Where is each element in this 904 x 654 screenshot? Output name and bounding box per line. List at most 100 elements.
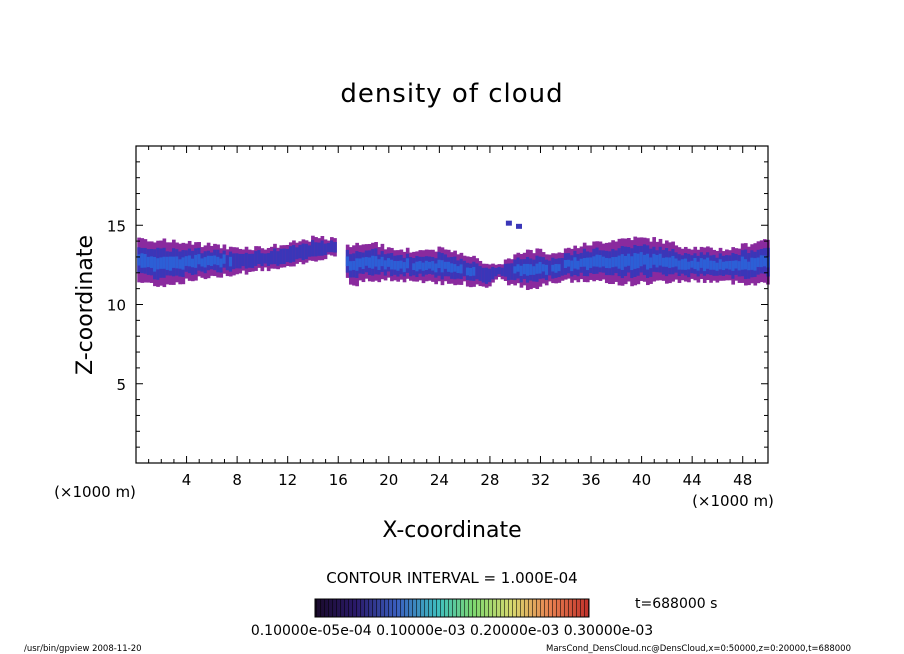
- cloud-cell-middle: [295, 247, 299, 260]
- cloud-cell-core: [762, 255, 767, 267]
- cloud-cell-core: [721, 261, 726, 271]
- cloud-cell-core: [434, 263, 438, 273]
- cloud-cell-core: [383, 260, 388, 270]
- cloud-cell-core: [633, 253, 638, 269]
- y-axis-ticks: [136, 161, 768, 448]
- cloud-cell-core: [693, 258, 698, 270]
- cloud-cell-core: [570, 260, 574, 272]
- cloud-cell-core: [642, 254, 647, 265]
- cloud-cell-core: [390, 259, 394, 270]
- cloud-cell-core: [402, 262, 407, 273]
- cloud-cell-core: [194, 254, 198, 268]
- cloud-cell-core: [563, 260, 568, 268]
- cloud-cell-core: [589, 257, 593, 268]
- cloud-cell-core: [469, 267, 473, 277]
- cloud-cell-core: [184, 256, 189, 266]
- cloud-cell-core: [611, 257, 615, 268]
- x-tick-label: 16: [329, 471, 348, 489]
- cloud-cell-core: [519, 265, 524, 276]
- chart-title: density of cloud: [340, 79, 563, 109]
- x-tick-label: 12: [278, 471, 297, 489]
- cloud-cell-core: [175, 256, 179, 269]
- cloud-cell-middle: [244, 252, 249, 269]
- cloud-cell-core: [677, 260, 682, 270]
- cloud-cell-core: [140, 253, 145, 268]
- cloud-cell-core: [200, 258, 205, 267]
- cloud-cell-middle: [269, 251, 274, 265]
- cloud-cell-core: [709, 260, 713, 270]
- cloud-cell-core: [595, 254, 600, 267]
- x-axis-label: X-coordinate: [382, 518, 521, 543]
- cloud-cell-middle: [257, 250, 262, 265]
- cloud-cell-core: [750, 257, 754, 270]
- cloud-cell-core: [718, 259, 723, 270]
- cloud-cell-core: [646, 253, 650, 270]
- cloud-cell-core: [361, 257, 366, 270]
- cloud-cell-core: [371, 255, 375, 269]
- colorbar-frame: [314, 598, 590, 618]
- cloud-cell-middle: [282, 248, 287, 264]
- cloud-cell-middle: [475, 263, 480, 280]
- cloud-isolated-cell: [515, 223, 522, 229]
- cloud-cell-middle: [497, 266, 502, 275]
- cloud-cell-core: [664, 257, 669, 267]
- cloud-cell-core: [747, 261, 751, 271]
- cloud-cell-core: [358, 258, 363, 268]
- cloud-cell-core: [699, 258, 704, 268]
- cloud-cell-core: [674, 258, 679, 267]
- cloud-cell-core: [374, 256, 378, 267]
- cloud-cell-core: [431, 261, 435, 271]
- colorbar: [314, 598, 590, 618]
- cloud-cell-core: [472, 266, 476, 276]
- cloud-cell-core: [412, 263, 416, 271]
- cloud-cell-core: [153, 256, 157, 272]
- cloud-cell-middle: [333, 241, 337, 253]
- cloud-cell-middle: [292, 245, 296, 262]
- cloud-cell-middle: [548, 260, 552, 276]
- cloud-cell-core: [348, 261, 353, 271]
- cloud-isolated-cell: [505, 220, 512, 226]
- x-axis-tick-labels: 4 8 12 16 20 24 28 32 36 40 44 48: [182, 471, 752, 489]
- cloud-cell-middle: [263, 253, 268, 264]
- cloud-cell-middle: [317, 242, 322, 256]
- cloud-cell-core: [731, 260, 736, 271]
- cloud-cell-core: [680, 259, 685, 270]
- cloud-cell-core: [544, 264, 549, 275]
- cloud-cell-middle: [311, 240, 315, 257]
- cloud-cell-core: [554, 263, 559, 273]
- cloud-cell-core: [652, 253, 657, 265]
- cloud-cell-middle: [247, 253, 252, 268]
- cloud-cell-core: [702, 259, 707, 272]
- cloud-cell-core: [541, 264, 546, 272]
- x-tick-label: 40: [632, 471, 651, 489]
- cloud-cell-middle: [503, 263, 508, 277]
- cloud-cell-core: [715, 262, 720, 271]
- cloud-cell-core: [146, 256, 151, 268]
- cloud-cell-core: [567, 259, 571, 267]
- cloud-cell-middle: [241, 253, 246, 267]
- cloud-cell-core: [364, 257, 369, 266]
- cloud-cell-core: [380, 256, 385, 267]
- cloud-cell-core: [620, 254, 625, 270]
- cloud-cell-core: [181, 257, 186, 270]
- cloud-cell-core: [143, 254, 148, 268]
- contour-interval-label: CONTOUR INTERVAL = 1.000E-04: [326, 569, 577, 587]
- cloud-cell-core: [345, 256, 350, 267]
- cloud-cell-core: [734, 260, 739, 269]
- cloud-cell-core: [725, 261, 729, 269]
- cloud-cell-middle: [260, 253, 265, 267]
- cloud-cell-middle: [481, 267, 486, 283]
- cloud-cell-core: [661, 257, 666, 267]
- cloud-cell-middle: [560, 257, 565, 276]
- cloud-cell-core: [598, 255, 603, 268]
- cloud-cell-core: [535, 263, 540, 274]
- cloud-cell-core: [551, 264, 555, 272]
- cloud-cell-core: [197, 254, 201, 265]
- cloud-cell-middle: [506, 263, 511, 281]
- cloud-cell-core: [216, 256, 220, 266]
- cloud-cell-core: [440, 260, 445, 273]
- cloud-cell-core: [367, 257, 372, 268]
- x-tick-label: 48: [733, 471, 752, 489]
- cloud-cell-core: [696, 261, 701, 271]
- cloud-cell-core: [627, 253, 631, 266]
